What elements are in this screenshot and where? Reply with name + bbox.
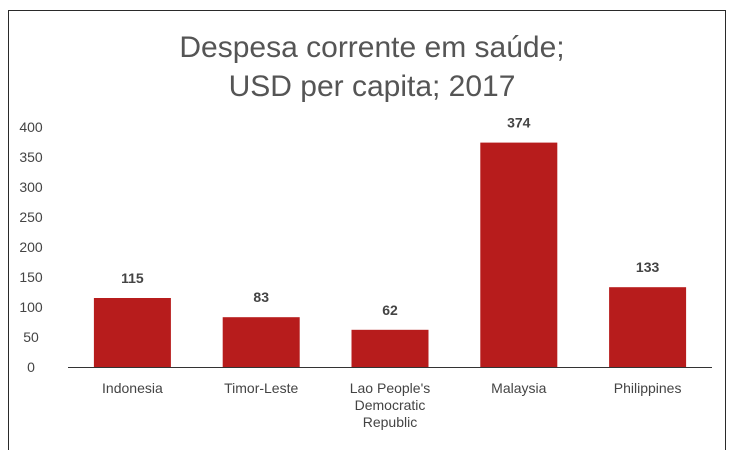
- bar: [222, 317, 300, 367]
- y-tick-label: 0: [27, 359, 35, 375]
- bar: [480, 142, 558, 367]
- chart-frame: [8, 10, 726, 450]
- data-label: 374: [507, 115, 531, 131]
- y-tick-label: 200: [19, 239, 43, 255]
- x-category-label: Indonesia: [102, 380, 163, 396]
- x-category-label: Timor-Leste: [224, 380, 298, 396]
- chart-title: Despesa corrente em saúde; USD per capita…: [179, 31, 564, 103]
- y-tick-label: 400: [19, 119, 43, 135]
- bar: [609, 287, 687, 367]
- x-category-label: Philippines: [614, 380, 682, 396]
- y-axis: 0 50 100 150 200 250 300 350 400: [19, 119, 43, 375]
- chart-title-line: USD per capita; 2017: [229, 70, 516, 103]
- y-tick-label: 150: [19, 269, 43, 285]
- x-category-label: Democratic: [355, 397, 426, 413]
- x-axis-labels: Indonesia Timor-Leste Lao People'sDemocrat…: [102, 380, 681, 430]
- x-category-label: Republic: [363, 414, 417, 430]
- data-label: 62: [382, 302, 398, 318]
- x-category-label: Lao People's: [350, 380, 431, 396]
- data-label: 133: [636, 259, 660, 275]
- data-label: 115: [121, 270, 144, 286]
- data-labels: 115 83 62 374 133: [121, 115, 659, 318]
- y-tick-label: 100: [19, 299, 43, 315]
- y-tick-label: 300: [19, 179, 43, 195]
- bar: [351, 329, 429, 367]
- bars: [93, 142, 687, 367]
- chart-title-line: Despesa corrente em saúde;: [179, 31, 564, 64]
- y-tick-label: 250: [19, 209, 43, 225]
- bar: [93, 298, 171, 367]
- y-tick-label: 50: [23, 329, 39, 345]
- data-label: 83: [253, 289, 269, 305]
- x-category-label: Malaysia: [491, 380, 546, 396]
- y-tick-label: 350: [19, 149, 43, 165]
